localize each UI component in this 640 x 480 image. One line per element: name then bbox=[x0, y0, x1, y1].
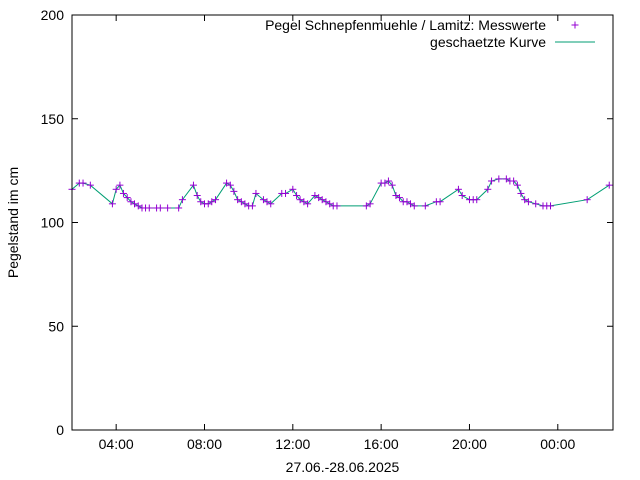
y-tick-label: 0 bbox=[56, 422, 64, 438]
legend: Pegel Schnepfenmuehle / Lamitz: Messwert… bbox=[265, 17, 595, 50]
data-point-marker bbox=[248, 202, 256, 210]
plot-frame bbox=[71, 14, 614, 431]
x-axis: 04:00 08:00 12:00 16:00 20:00 00:00 bbox=[99, 15, 576, 452]
y-axis: 0 50 100 150 200 bbox=[41, 7, 613, 438]
legend-label-estimated-curve: geschaetzte Kurve bbox=[430, 34, 546, 50]
data-point-marker bbox=[116, 181, 124, 189]
data-point-marker bbox=[127, 198, 135, 206]
data-point-marker bbox=[333, 202, 341, 210]
data-point-marker bbox=[484, 185, 492, 193]
data-point-marker bbox=[156, 204, 164, 212]
data-point-marker bbox=[223, 179, 231, 187]
data-point-marker bbox=[79, 179, 87, 187]
data-point-marker bbox=[547, 202, 555, 210]
data-point-marker bbox=[513, 181, 521, 189]
data-point-marker bbox=[175, 204, 183, 212]
data-point-marker bbox=[304, 200, 312, 208]
data-point-marker bbox=[237, 198, 245, 206]
data-point-marker bbox=[204, 200, 212, 208]
data-point-marker bbox=[123, 194, 131, 202]
data-point-marker bbox=[259, 196, 267, 204]
data-point-marker bbox=[300, 198, 308, 206]
data-point-marker bbox=[119, 189, 127, 197]
data-point-marker bbox=[502, 175, 510, 183]
data-point-marker bbox=[112, 185, 120, 193]
data-point-marker bbox=[212, 196, 220, 204]
y-tick-label: 50 bbox=[48, 318, 64, 334]
data-point-marker bbox=[362, 202, 370, 210]
data-point-marker bbox=[605, 181, 613, 189]
data-point-marker bbox=[289, 185, 297, 193]
data-point-marker bbox=[458, 192, 466, 200]
data-point-marker bbox=[263, 198, 271, 206]
data-point-marker bbox=[510, 177, 518, 185]
data-point-marker bbox=[293, 192, 301, 200]
data-point-marker bbox=[267, 200, 275, 208]
data-point-marker bbox=[241, 200, 249, 208]
data-point-marker bbox=[473, 196, 481, 204]
x-tick-label: 20:00 bbox=[452, 436, 487, 452]
data-point-marker bbox=[322, 198, 330, 206]
data-point-marker bbox=[230, 187, 238, 195]
data-point-marker bbox=[234, 196, 242, 204]
data-point-marker bbox=[134, 202, 142, 210]
y-tick-label: 200 bbox=[41, 7, 65, 23]
data-point-marker bbox=[384, 177, 392, 185]
x-tick-label: 00:00 bbox=[540, 436, 575, 452]
data-point-marker bbox=[583, 196, 591, 204]
data-point-marker bbox=[226, 181, 234, 189]
data-point-marker bbox=[193, 192, 201, 200]
data-point-marker bbox=[517, 189, 525, 197]
x-axis-title: 27.06.-28.06.2025 bbox=[286, 459, 400, 475]
data-point-marker bbox=[436, 198, 444, 206]
data-point-marker bbox=[86, 181, 94, 189]
legend-label-measurements: Pegel Schnepfenmuehle / Lamitz: Messwert… bbox=[265, 17, 546, 33]
data-point-marker bbox=[495, 175, 503, 183]
data-point-marker bbox=[410, 202, 418, 210]
legend-swatch-measurements bbox=[571, 21, 579, 29]
data-point-marker bbox=[381, 179, 389, 187]
data-point-marker bbox=[145, 204, 153, 212]
data-point-marker bbox=[252, 189, 260, 197]
data-point-marker bbox=[403, 198, 411, 206]
x-tick-label: 08:00 bbox=[187, 436, 222, 452]
data-point-marker bbox=[488, 177, 496, 185]
data-point-marker bbox=[388, 181, 396, 189]
data-point-marker bbox=[208, 198, 216, 206]
data-point-marker bbox=[407, 200, 415, 208]
data-point-marker bbox=[315, 194, 323, 202]
data-point-marker bbox=[524, 198, 532, 206]
y-tick-label: 150 bbox=[41, 111, 65, 127]
data-point-marker bbox=[130, 200, 138, 208]
y-tick-label: 100 bbox=[41, 215, 65, 231]
x-tick-label: 12:00 bbox=[275, 436, 310, 452]
x-tick-label: 04:00 bbox=[99, 436, 134, 452]
data-point-marker bbox=[164, 204, 172, 212]
data-point-marker bbox=[318, 196, 326, 204]
series-layer-points bbox=[68, 175, 613, 212]
data-point-marker bbox=[532, 200, 540, 208]
data-point-marker bbox=[178, 196, 186, 204]
data-point-marker bbox=[282, 189, 290, 197]
data-point-marker bbox=[392, 192, 400, 200]
data-point-marker bbox=[326, 200, 334, 208]
data-point-marker bbox=[395, 194, 403, 202]
data-point-marker bbox=[521, 196, 529, 204]
y-axis-title: Pegelstand im cm bbox=[5, 167, 21, 278]
data-point-marker bbox=[366, 200, 374, 208]
data-point-marker bbox=[296, 196, 304, 204]
data-point-marker bbox=[454, 185, 462, 193]
data-point-marker bbox=[108, 200, 116, 208]
data-point-marker bbox=[197, 198, 205, 206]
data-point-marker bbox=[421, 202, 429, 210]
data-point-marker bbox=[189, 181, 197, 189]
data-point-marker bbox=[311, 192, 319, 200]
x-tick-label: 16:00 bbox=[364, 436, 399, 452]
